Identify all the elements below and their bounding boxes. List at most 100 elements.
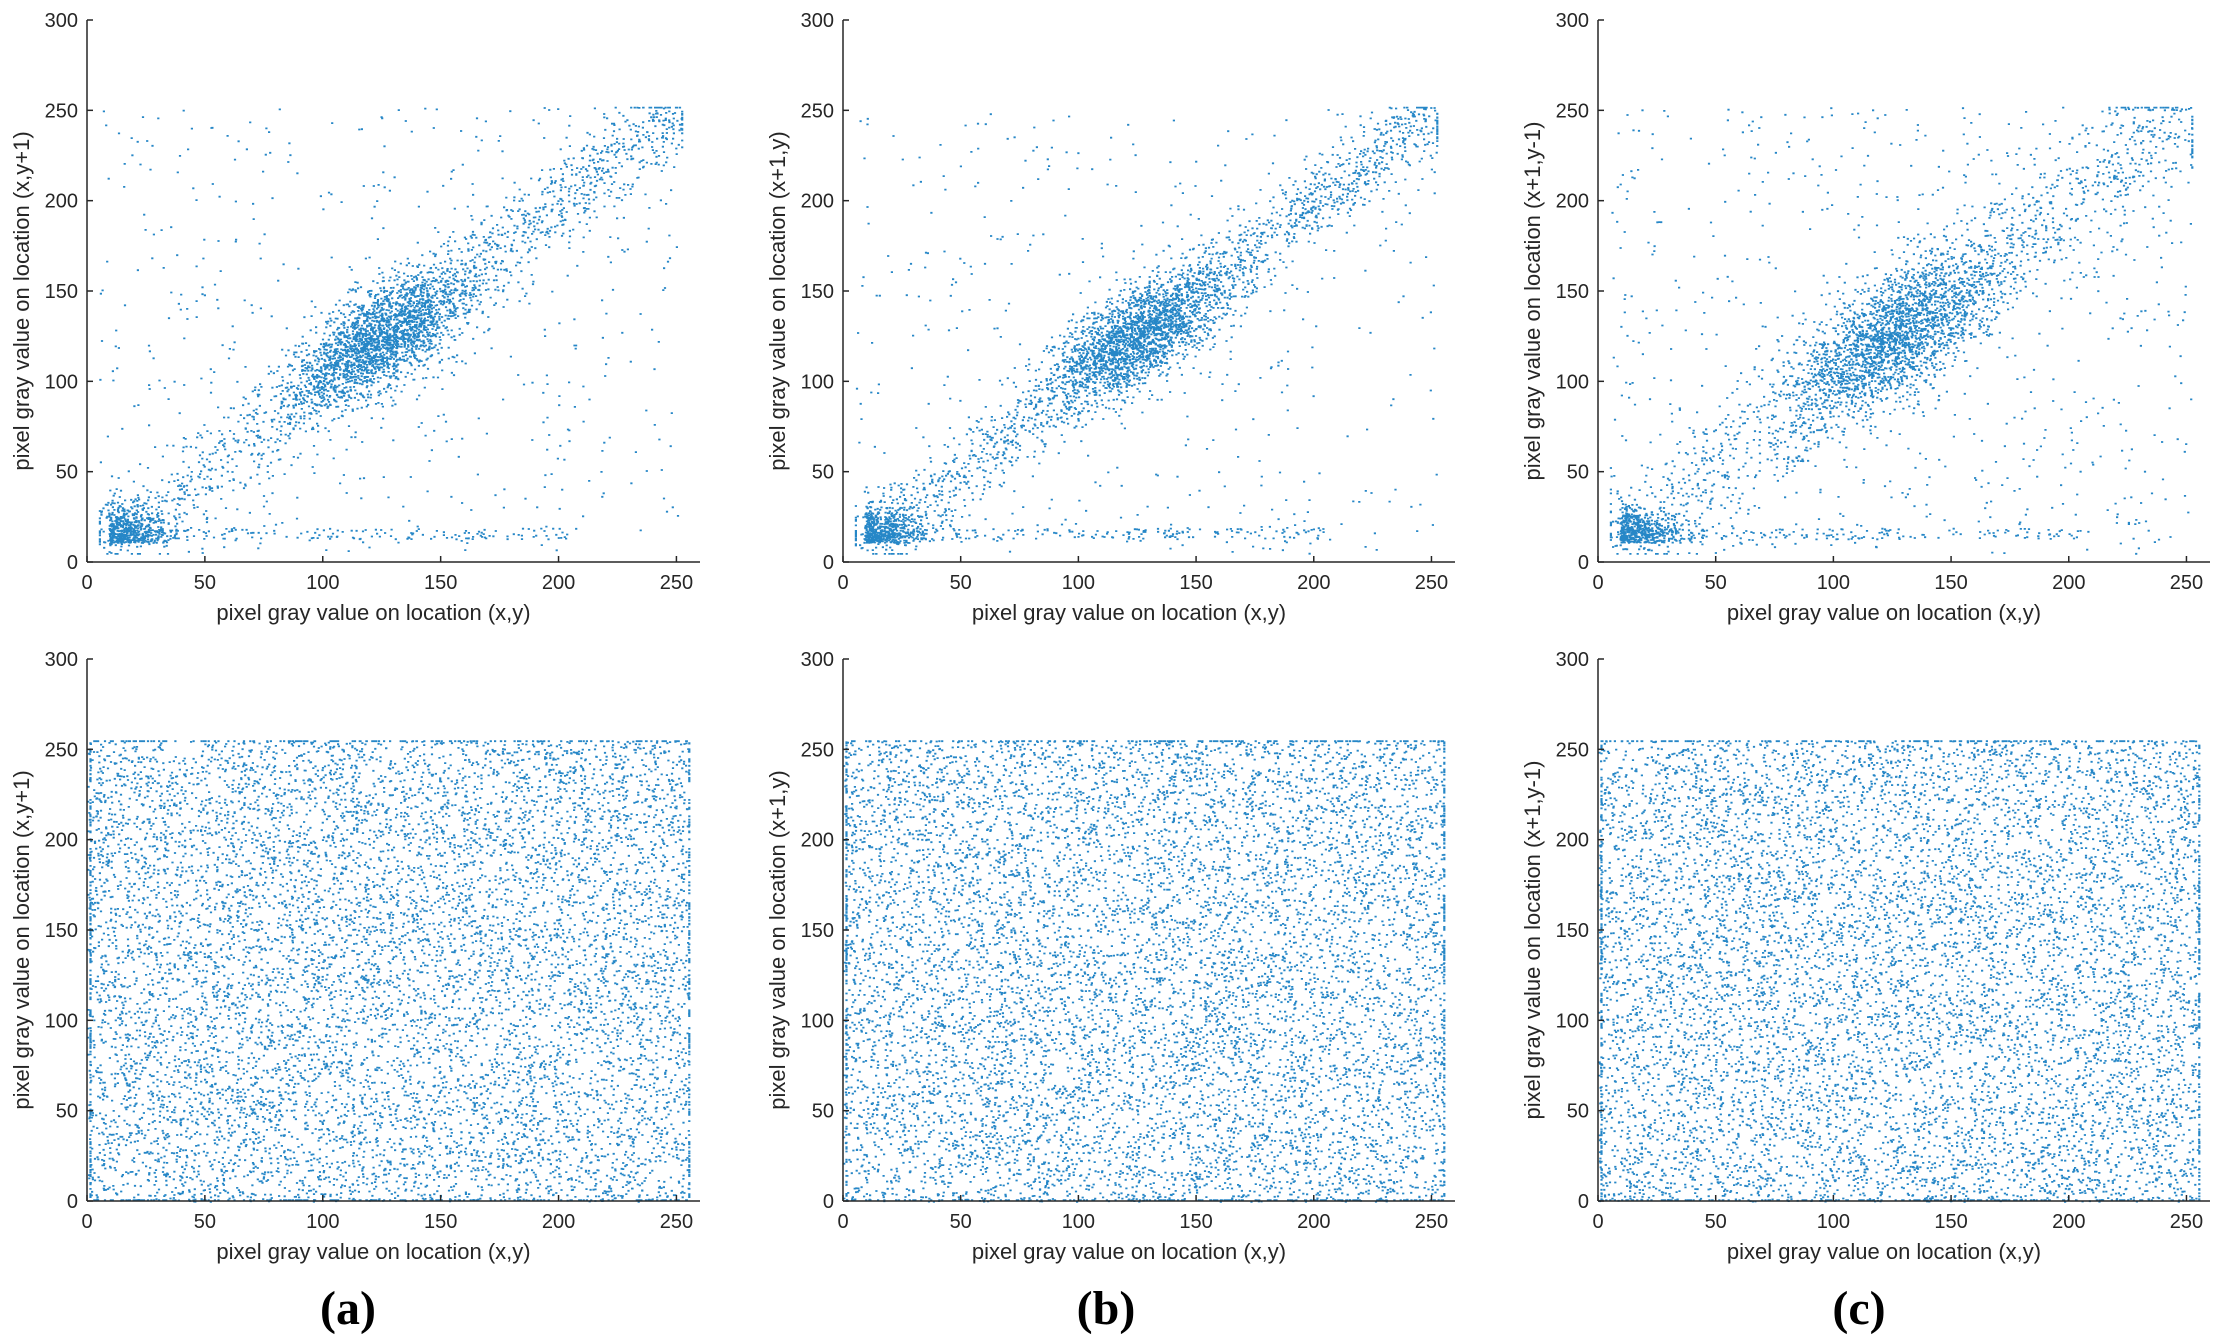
x-axis-label: pixel gray value on location (x,y) [216,1239,530,1264]
y-tick-label: 50 [812,462,834,484]
y-tick-label: 250 [45,100,78,122]
y-tick-label: 200 [45,830,78,852]
x-tick-label: 250 [2170,1211,2203,1233]
x-tick-label: 100 [1062,572,1095,594]
x-tick-label: 0 [1592,572,1603,594]
y-tick-label: 200 [1556,191,1589,213]
points-a-top [98,106,684,555]
scatter-series [1609,106,2194,555]
y-tick-label: 250 [801,100,834,122]
y-tick-label: 0 [1578,1191,1589,1213]
x-tick-label: 250 [660,572,693,594]
chart-c-bottom: 0 50 100 150 200 250 300 0 50 100 150 200 250 pixel g… [1520,649,2210,1264]
scatter-series [854,106,1439,555]
x-tick-label: 200 [1297,1211,1330,1233]
y-axis-label: pixel gray value on location (x+1,y-1) [1520,761,1545,1120]
x-tick-label: 150 [1179,1211,1212,1233]
y-tick-label: 50 [56,1101,78,1123]
points-c-top [1609,106,2194,555]
y-tick-label: 300 [801,10,834,32]
points-a-bottom [87,740,691,1203]
y-tick-label: 300 [801,649,834,671]
scatter-series [98,106,684,555]
y-axis-label: pixel gray value on location (x+1,y) [765,770,790,1109]
y-tick-label: 50 [812,1101,834,1123]
panel-label-b: (b) [1076,1282,1136,1335]
points-b-top [854,106,1439,555]
x-tick-label: 0 [837,1211,848,1233]
x-tick-label: 250 [1415,572,1448,594]
x-tick-label: 100 [1817,572,1850,594]
chart-b-top: 0 50 100 150 200 250 300 0 50 100 150 200 250 pixel g… [765,10,1455,625]
y-tick-label: 150 [1556,281,1589,303]
scatter-series [1598,740,2201,1203]
panel-label-a: (a) [320,1282,376,1335]
x-tick-label: 50 [1705,1211,1727,1233]
y-tick-label: 50 [1567,1101,1589,1123]
x-axis-label: pixel gray value on location (x,y) [216,600,530,625]
x-tick-label: 50 [194,572,216,594]
x-tick-label: 0 [81,572,92,594]
x-tick-label: 50 [194,1211,216,1233]
y-tick-label: 0 [67,1191,78,1213]
x-axis-label: pixel gray value on location (x,y) [972,600,1286,625]
x-tick-label: 200 [542,1211,575,1233]
y-tick-label: 100 [1556,1010,1589,1032]
x-tick-label: 50 [1705,572,1727,594]
x-tick-label: 0 [837,572,848,594]
x-tick-label: 200 [2052,1211,2085,1233]
x-tick-label: 150 [424,572,457,594]
y-tick-label: 0 [67,552,78,574]
chart-b-bottom: 0 50 100 150 200 250 300 0 50 100 150 200 250 pixel g… [765,649,1455,1264]
x-tick-label: 250 [2170,572,2203,594]
y-tick-label: 250 [801,739,834,761]
y-tick-label: 0 [823,1191,834,1213]
x-tick-label: 100 [1817,1211,1850,1233]
y-tick-label: 250 [1556,739,1589,761]
y-tick-label: 50 [1567,462,1589,484]
x-tick-label: 100 [1062,1211,1095,1233]
x-tick-label: 100 [306,572,339,594]
y-axis-label: pixel gray value on location (x+1,y-1) [1520,122,1545,481]
x-tick-label: 50 [950,1211,972,1233]
x-tick-label: 150 [1934,572,1967,594]
x-axis-label: pixel gray value on location (x,y) [972,1239,1286,1264]
y-axis-label: pixel gray value on location (x+1,y) [765,131,790,470]
y-tick-label: 250 [1556,100,1589,122]
y-tick-label: 0 [823,552,834,574]
y-tick-label: 300 [1556,10,1589,32]
x-tick-label: 200 [542,572,575,594]
x-tick-label: 200 [2052,572,2085,594]
y-axis-label: pixel gray value on location (x,y+1) [9,131,34,470]
x-tick-label: 150 [1934,1211,1967,1233]
y-tick-label: 300 [1556,649,1589,671]
scatter-series [843,740,1446,1203]
panel-label-c: (c) [1832,1282,1886,1335]
y-tick-label: 150 [45,281,78,303]
y-tick-label: 100 [801,1010,834,1032]
x-tick-label: 200 [1297,572,1330,594]
x-tick-label: 250 [1415,1211,1448,1233]
points-c-bottom [1598,740,2201,1203]
chart-c-top: 0 50 100 150 200 250 300 0 50 100 150 200 250 pixel g… [1520,10,2210,625]
x-axis-label: pixel gray value on location (x,y) [1727,1239,2041,1264]
y-tick-label: 300 [45,10,78,32]
x-tick-label: 0 [81,1211,92,1233]
x-axis-label: pixel gray value on location (x,y) [1727,600,2041,625]
y-tick-label: 100 [45,1010,78,1032]
chart-a-top: 0 50 100 150 200 250 300 0 50 100 150 200 250 pixel g… [9,10,700,625]
y-tick-label: 150 [45,920,78,942]
y-tick-label: 200 [801,191,834,213]
x-tick-label: 250 [660,1211,693,1233]
x-tick-label: 100 [306,1211,339,1233]
y-tick-label: 100 [801,371,834,393]
x-tick-label: 150 [1179,572,1212,594]
y-tick-label: 200 [45,191,78,213]
x-tick-label: 0 [1592,1211,1603,1233]
x-tick-label: 150 [424,1211,457,1233]
y-tick-label: 100 [1556,371,1589,393]
y-tick-label: 150 [801,920,834,942]
chart-a-bottom: 0 50 100 150 200 250 300 0 50 100 150 200 250 pixel g… [9,649,700,1264]
y-tick-label: 200 [1556,830,1589,852]
